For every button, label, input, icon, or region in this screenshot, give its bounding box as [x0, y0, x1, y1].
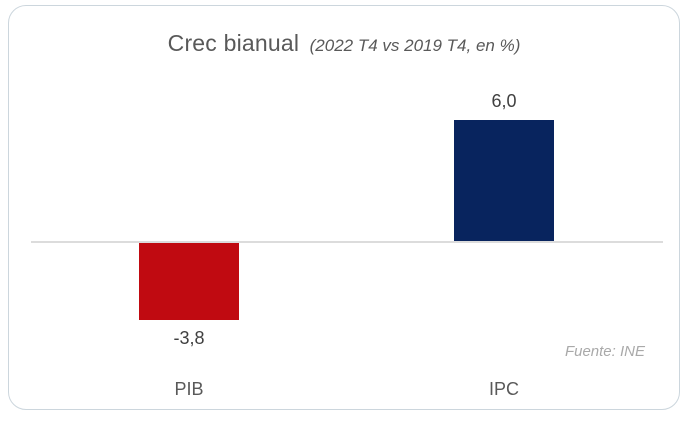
- category-label-pib: PIB: [174, 379, 204, 399]
- zero-axis-line: [31, 241, 663, 243]
- chart-title-text: Crec bianual: [167, 30, 300, 56]
- value-label-pib: -3,8: [173, 327, 205, 348]
- chart-card: Crec bianual (2022 T4 vs 2019 T4, en %) …: [8, 5, 680, 410]
- value-label-ipc: 6,0: [491, 90, 517, 111]
- chart-subtitle-text: (2022 T4 vs 2019 T4, en %): [309, 36, 521, 55]
- bar-pib: [139, 243, 239, 320]
- source-note: Fuente: INE: [564, 343, 645, 360]
- category-label-ipc: IPC: [488, 379, 519, 399]
- plot-area: -3,8 PIB 6,0 IPC Fuente: INE: [9, 6, 679, 409]
- chart-title: Crec bianual (2022 T4 vs 2019 T4, en %): [9, 30, 679, 57]
- bar-ipc: [454, 119, 554, 241]
